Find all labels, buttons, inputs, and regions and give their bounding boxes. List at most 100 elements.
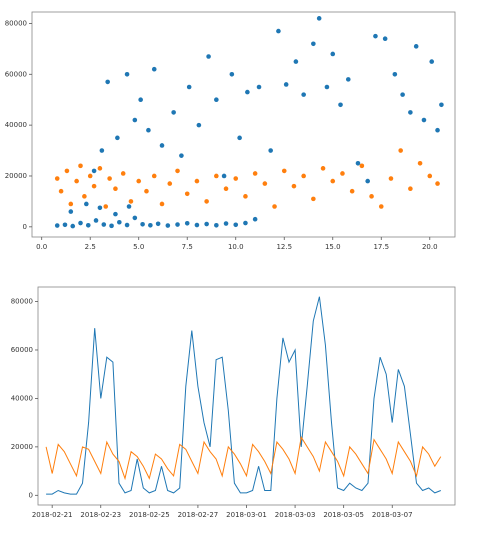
scatter-point bbox=[214, 173, 219, 179]
line-series bbox=[45, 435, 442, 481]
x-tick-label: 7.5 bbox=[182, 243, 193, 251]
scatter-point bbox=[175, 222, 180, 227]
scatter-point bbox=[355, 160, 361, 166]
scatter-point bbox=[214, 97, 219, 103]
scatter-point bbox=[167, 181, 173, 186]
x-tick-label: 20.0 bbox=[422, 243, 438, 251]
scatter-point bbox=[54, 223, 60, 228]
scatter-point bbox=[93, 218, 99, 223]
scatter-point bbox=[124, 71, 130, 77]
x-tick-label: 2018-02-25 bbox=[129, 511, 170, 519]
scatter-point bbox=[345, 77, 351, 82]
scatter-point bbox=[140, 221, 145, 227]
y-tick-label: 20000 bbox=[5, 172, 27, 180]
scatter-point bbox=[316, 16, 322, 21]
scatter-point bbox=[435, 181, 440, 186]
scatter-point bbox=[262, 181, 268, 186]
y-tick-label: 80000 bbox=[5, 19, 27, 27]
x-tick-label: 10.0 bbox=[228, 243, 244, 251]
scatter-point bbox=[171, 110, 176, 115]
x-tick-label: 12.5 bbox=[276, 243, 292, 251]
y-tick-label: 0 bbox=[29, 491, 33, 499]
scatter-point bbox=[417, 160, 423, 166]
scatter-point bbox=[276, 28, 281, 34]
x-tick-label: 5.0 bbox=[133, 243, 144, 251]
scatter-point bbox=[204, 221, 209, 227]
scatter-point bbox=[291, 183, 297, 189]
scatter-point bbox=[233, 176, 239, 181]
scatter-point bbox=[68, 201, 74, 207]
scatter-point bbox=[64, 168, 70, 174]
x-tick-label: 2018-03-03 bbox=[275, 511, 316, 519]
scatter-point bbox=[151, 66, 157, 72]
scatter-point bbox=[388, 176, 394, 181]
scatter-point bbox=[429, 59, 435, 64]
scatter-point bbox=[349, 188, 355, 194]
scatter-point bbox=[54, 176, 60, 181]
scatter-point bbox=[272, 204, 277, 209]
scatter-point bbox=[439, 102, 444, 108]
y-tick-label: 40000 bbox=[11, 394, 33, 402]
x-tick-label: 2018-02-27 bbox=[178, 511, 219, 519]
scatter-point bbox=[229, 71, 235, 77]
scatter-point bbox=[293, 59, 299, 64]
scatter-point bbox=[373, 33, 378, 39]
scatter-point bbox=[97, 205, 103, 211]
scatter-point bbox=[68, 209, 74, 214]
x-tick-label: 0.0 bbox=[36, 243, 47, 251]
scatter-point bbox=[146, 127, 151, 133]
scatter-point bbox=[175, 168, 180, 174]
x-tick-label: 2.5 bbox=[85, 243, 96, 251]
scatter-point bbox=[109, 223, 114, 229]
x-tick-label: 2018-03-01 bbox=[226, 511, 267, 519]
scatter-point bbox=[132, 117, 138, 123]
y-tick-label: 40000 bbox=[5, 121, 27, 129]
scatter-point bbox=[223, 221, 229, 226]
plot-frame bbox=[31, 11, 456, 238]
y-tick-label: 60000 bbox=[11, 346, 33, 354]
scatter-point bbox=[85, 223, 91, 228]
scatter-point bbox=[155, 221, 161, 227]
scatter-point bbox=[324, 84, 330, 90]
scatter-point bbox=[369, 194, 374, 199]
scatter-point bbox=[184, 191, 190, 197]
scatter-point bbox=[237, 135, 242, 141]
scatter-point bbox=[427, 173, 433, 179]
y-tick-label: 60000 bbox=[5, 70, 27, 78]
scatter-point bbox=[113, 211, 118, 217]
scatter-point bbox=[144, 188, 149, 194]
scatter-point bbox=[320, 166, 326, 171]
scatter-point bbox=[245, 89, 250, 95]
scatter-point bbox=[340, 171, 345, 176]
scatter-point bbox=[256, 84, 262, 90]
scatter-point bbox=[84, 201, 89, 207]
scatter-point bbox=[392, 71, 398, 77]
scatter-point bbox=[194, 222, 200, 228]
scatter-point bbox=[206, 54, 211, 59]
x-tick-label: 17.5 bbox=[373, 243, 389, 251]
scatter-point bbox=[221, 173, 227, 179]
scatter-point bbox=[159, 201, 165, 207]
scatter-point bbox=[365, 178, 370, 184]
scatter-point bbox=[117, 219, 122, 225]
scatter-point bbox=[214, 223, 219, 228]
scatter-point bbox=[82, 194, 87, 199]
x-tick-label: 2018-03-07 bbox=[372, 511, 413, 519]
scatter-point bbox=[400, 92, 405, 97]
scatter-point bbox=[107, 176, 112, 181]
scatter-point bbox=[179, 153, 184, 158]
scatter-point bbox=[159, 143, 165, 148]
scatter-point bbox=[87, 173, 93, 179]
y-tick-label: 20000 bbox=[11, 443, 33, 451]
scatter-point bbox=[165, 223, 171, 228]
x-tick-label: 2018-03-05 bbox=[323, 511, 364, 519]
scatter-point bbox=[115, 135, 120, 141]
scatter-point bbox=[359, 163, 365, 169]
scatter-point bbox=[97, 166, 103, 171]
scatter-point bbox=[151, 173, 157, 179]
scatter-point bbox=[413, 44, 419, 49]
scatter-point bbox=[301, 173, 306, 179]
line-series bbox=[46, 296, 441, 495]
scatter-point bbox=[243, 194, 248, 199]
